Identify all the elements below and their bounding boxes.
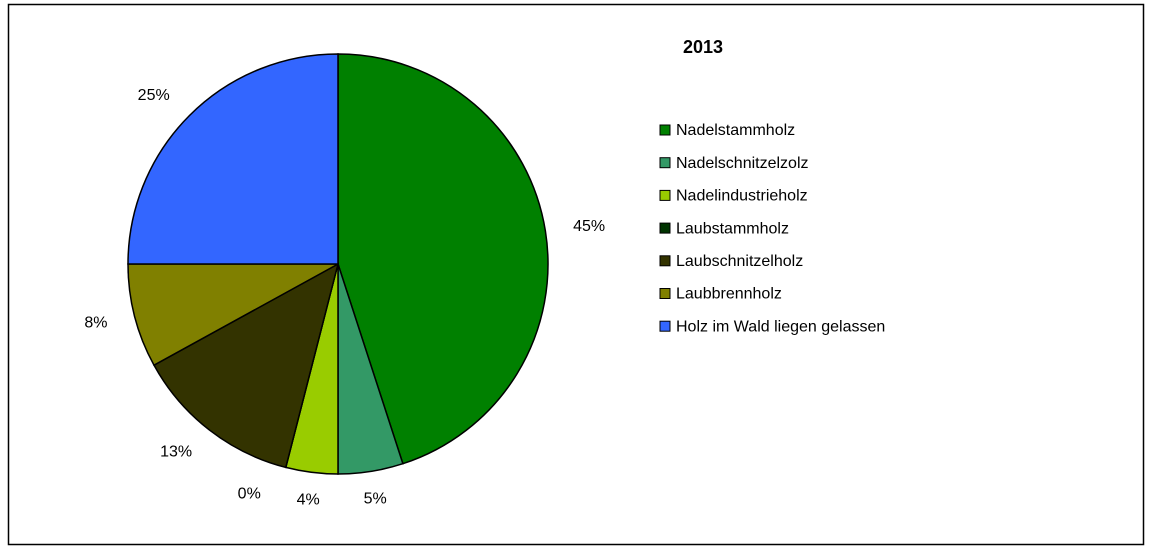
legend-label: Holz im Wald liegen gelassen — [676, 318, 885, 335]
legend-label: Nadelschnitzelzolz — [676, 155, 809, 172]
legend-label: Nadelindustrieholz — [676, 188, 808, 205]
legend-swatch — [659, 288, 671, 299]
pie-slice — [152, 262, 340, 469]
legend-swatch — [659, 320, 671, 332]
data-label: 0% — [238, 486, 261, 503]
legend-label: Laubbrennholz — [676, 286, 782, 303]
legend-swatch — [659, 255, 671, 267]
pie-slice — [127, 53, 339, 265]
pie-slice — [337, 53, 549, 465]
legend-label: Laubstammholz — [676, 220, 789, 237]
chart-title: 2013 — [683, 37, 723, 57]
legend-label: Laubschnitzelholz — [676, 253, 803, 270]
data-label: 8% — [84, 314, 107, 331]
data-label: 13% — [160, 443, 192, 460]
data-label: 45% — [573, 218, 605, 235]
legend-label: Nadelstammholz — [676, 122, 795, 139]
data-label: 25% — [138, 87, 170, 104]
legend-swatch — [659, 222, 671, 234]
data-label: 5% — [364, 490, 387, 507]
legend-swatch — [659, 157, 671, 169]
legend-swatch — [659, 124, 671, 136]
data-label: 4% — [297, 491, 320, 508]
pie-slice — [127, 263, 339, 367]
legend-swatch — [659, 189, 671, 201]
